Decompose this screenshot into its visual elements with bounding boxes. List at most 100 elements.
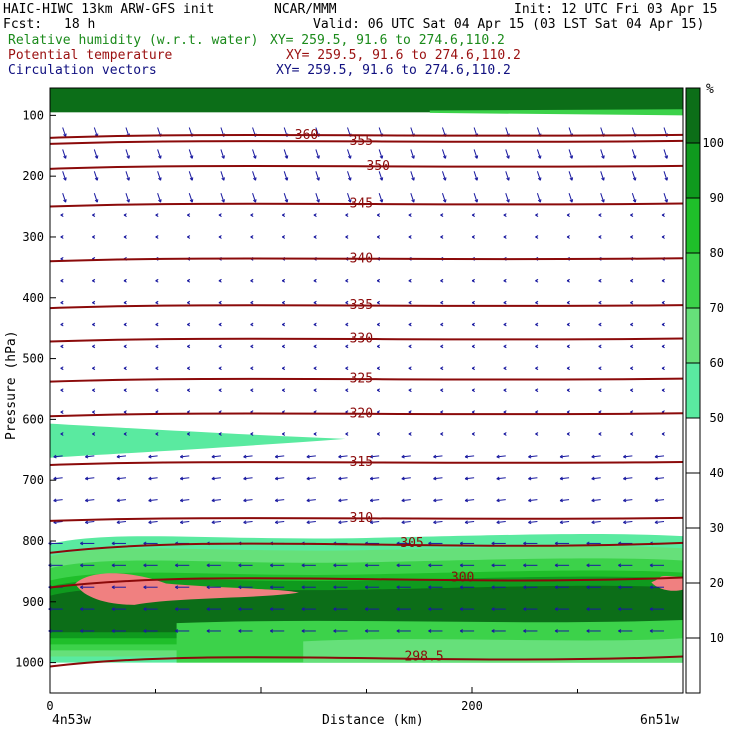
wind-vector (211, 454, 221, 459)
wind-vector (649, 629, 665, 633)
wind-vector (503, 300, 507, 305)
wind-vector (631, 193, 637, 203)
wind-vector (347, 193, 352, 203)
theta-label-320: 320 (350, 406, 373, 421)
wind-vector (306, 520, 316, 525)
wind-vector (155, 322, 159, 327)
wind-vector (206, 563, 221, 568)
y-tick-label: 1000 (15, 656, 44, 670)
wind-vector (464, 498, 475, 503)
wind-vector (568, 193, 574, 203)
wind-vector (333, 629, 348, 633)
wind-vector (80, 563, 95, 568)
wind-vector (376, 235, 381, 239)
wind-vector (338, 454, 348, 459)
wind-vector (441, 149, 447, 159)
wind-vector (536, 171, 542, 181)
wind-vector (496, 476, 506, 481)
wind-vector (559, 498, 570, 503)
wind-vector (313, 366, 317, 371)
wind-vector (345, 432, 349, 436)
wind-vector (408, 235, 412, 239)
wind-vector (376, 213, 381, 217)
wind-vector (188, 171, 194, 181)
wind-vector (528, 520, 538, 525)
wind-vector (111, 541, 126, 546)
wind-vector (491, 563, 506, 568)
wind-vector (338, 520, 348, 525)
wind-vector (301, 563, 316, 568)
wind-vector (218, 300, 222, 305)
x-tick-label: 200 (461, 699, 483, 713)
wind-vector (440, 366, 444, 371)
wind-vector (378, 171, 384, 181)
field-theta-label: Potential temperature (8, 48, 173, 63)
wind-vector (369, 454, 380, 459)
wind-vector (283, 193, 289, 203)
wind-vector (378, 149, 384, 159)
wind-vector (281, 432, 286, 436)
colorbar-band-50 (686, 363, 700, 418)
colorbar-tick-label: 100 (702, 136, 724, 150)
wind-vector (566, 213, 570, 217)
wind-vector (598, 344, 602, 349)
wind-vector (143, 563, 158, 568)
wind-vector (630, 344, 634, 349)
wind-vector (559, 454, 570, 459)
wind-vector (345, 213, 349, 217)
wind-vector (408, 322, 412, 327)
wind-vector (218, 322, 222, 327)
wind-vector (148, 520, 158, 525)
wind-vector (155, 278, 159, 283)
wind-vector (554, 563, 570, 568)
wind-vector (473, 171, 479, 181)
colorbar-band-90 (686, 143, 700, 198)
wind-vector (179, 520, 190, 525)
wind-vector (535, 278, 539, 283)
wind-vector (313, 278, 317, 283)
plot-area: 360 355 350 345 340 335 330 325 320 315 310 305 300 2… (4, 87, 684, 728)
wind-vector (503, 344, 507, 349)
wind-vector (157, 149, 162, 159)
wind-vector (663, 193, 669, 203)
wind-vector (269, 629, 285, 633)
wind-vector (250, 388, 254, 393)
wind-vector (250, 366, 254, 371)
wind-vector (471, 300, 475, 305)
wind-vector (440, 300, 444, 305)
wind-vector (238, 607, 253, 611)
x-axis-label: Distance (km) (322, 713, 424, 728)
wind-vector (364, 629, 380, 633)
wind-vector (301, 607, 316, 611)
y-axis: 100 200 300 400 500 600 700 800 900 1000 (15, 108, 56, 670)
rh-upper-band (50, 88, 683, 113)
wind-vector (92, 278, 96, 283)
rh-upper-edge (429, 109, 683, 116)
model-title: HAIC-HIWC 13km ARW-GFS init (3, 2, 214, 17)
wind-vector (238, 629, 253, 633)
wind-vector (274, 520, 285, 525)
wind-vector (281, 278, 286, 283)
field-rh-label: Relative humidity (w.r.t. water) (8, 33, 258, 48)
wind-vector (243, 498, 253, 503)
wind-vector (623, 454, 633, 459)
wind-vector (566, 322, 570, 327)
wind-vector (218, 344, 222, 349)
y-tick-label: 800 (22, 534, 44, 548)
wind-vector (92, 432, 96, 436)
wind-vector (654, 520, 665, 525)
colorbar-band-80 (686, 198, 700, 253)
wind-vector (505, 193, 510, 203)
wind-vector (313, 213, 317, 217)
wind-vector (440, 278, 444, 283)
wind-vector (281, 322, 286, 327)
wind-vector (125, 149, 130, 159)
wind-vector (630, 300, 634, 305)
colorbar-tick-label: 30 (710, 521, 724, 535)
wind-vector (661, 432, 665, 436)
theta-line-325 (49, 377, 684, 383)
wind-vector (60, 344, 64, 349)
wind-vector (187, 322, 191, 327)
wind-vector (187, 213, 191, 217)
wind-vector (428, 629, 443, 633)
